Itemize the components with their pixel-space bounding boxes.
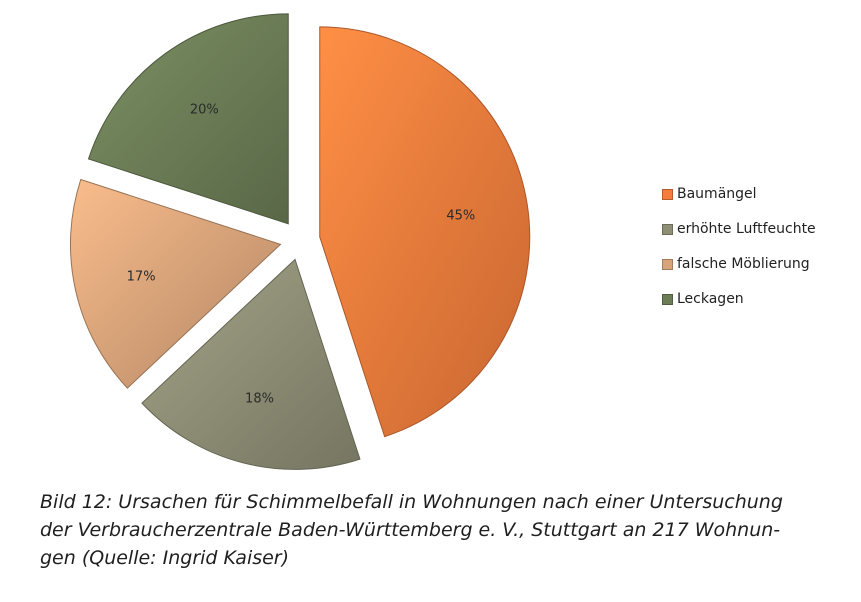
pie-value-label-leckagen: 20% bbox=[190, 102, 219, 117]
legend-swatch-baumaengel bbox=[662, 188, 673, 200]
pie-value-labels: 45% 18% 17% 20% bbox=[127, 102, 476, 406]
legend-item-leckagen: Leckagen bbox=[662, 291, 816, 307]
pie-slice-erhoehte-luftfeuchte bbox=[141, 258, 361, 470]
pie-chart: 45% 18% 17% 20% bbox=[70, 13, 531, 470]
caption-line-1: Bild 12: Ursachen für Schimmelbefall in … bbox=[40, 491, 783, 513]
legend-item-erhoehte-luftfeuchte: erhöhte Luftfeuchte bbox=[662, 221, 816, 237]
legend-item-baumaengel: Baumängel bbox=[662, 186, 816, 202]
pie-value-label-falsche-moeblierung: 17% bbox=[127, 270, 156, 285]
caption-line-3: gen (Quelle: Ingrid Kaiser) bbox=[40, 547, 290, 569]
legend-label-leckagen: Leckagen bbox=[677, 291, 744, 307]
pie-slices bbox=[70, 13, 531, 470]
pie-slice-baumaengel bbox=[319, 26, 531, 438]
pie-slice-leckagen bbox=[87, 13, 289, 225]
legend-item-falsche-moeblierung: falsche Möblierung bbox=[662, 256, 816, 272]
legend-swatch-falsche-moeblierung bbox=[662, 258, 673, 270]
legend-label-erhoehte-luftfeuchte: erhöhte Luftfeuchte bbox=[677, 221, 816, 237]
legend-swatch-erhoehte-luftfeuchte bbox=[662, 223, 673, 235]
legend-swatch-leckagen bbox=[662, 293, 673, 305]
pie-value-label-baumaengel: 45% bbox=[446, 209, 475, 224]
pie-slice-falsche-moeblierung bbox=[70, 178, 282, 389]
pie-value-label-erhoehte-luftfeuchte: 18% bbox=[245, 392, 274, 407]
legend-label-falsche-moeblierung: falsche Möblierung bbox=[677, 256, 810, 272]
legend-label-baumaengel: Baumängel bbox=[677, 186, 757, 202]
chart-legend: Baumängel erhöhte Luftfeuchte falsche Mö… bbox=[662, 186, 816, 326]
figure-caption: Bild 12: Ursachen für Schimmelbefall in … bbox=[40, 488, 850, 572]
caption-line-2: der Verbraucherzentrale Baden-Württember… bbox=[40, 519, 781, 541]
